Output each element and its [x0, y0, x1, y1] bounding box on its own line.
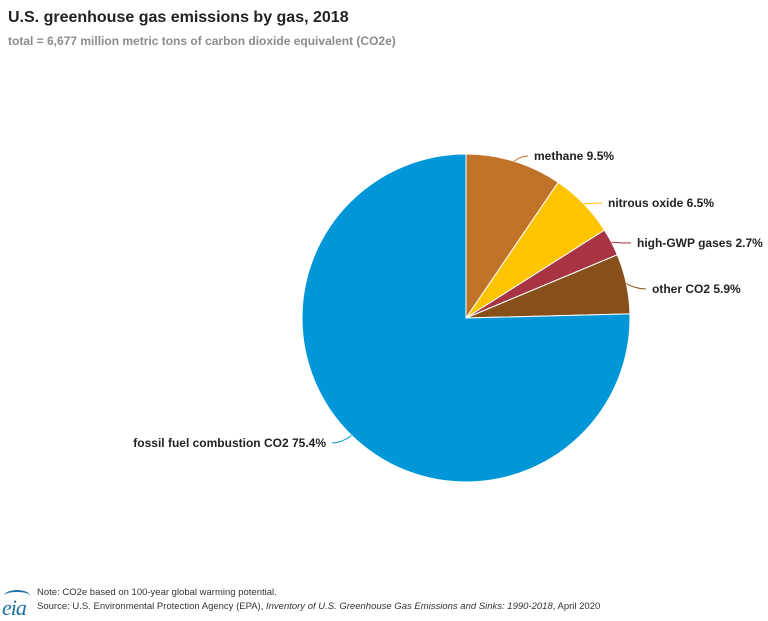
- slice-label: high-GWP gases 2.7%: [637, 236, 763, 250]
- source-prefix: Source: U.S. Environmental Protection Ag…: [37, 601, 266, 612]
- slice-label: methane 9.5%: [534, 149, 614, 163]
- slice-connector: [626, 284, 646, 289]
- eia-logo: eia: [2, 595, 26, 621]
- slice-label: other CO2 5.9%: [652, 282, 741, 296]
- slice-label: fossil fuel combustion CO2 75.4%: [133, 436, 326, 450]
- source-title: Inventory of U.S. Greenhouse Gas Emissio…: [266, 601, 553, 612]
- source-suffix: , April 2020: [553, 601, 601, 612]
- slice-connector: [611, 242, 631, 243]
- slice-label: nitrous oxide 6.5%: [608, 196, 714, 210]
- pie-chart: methane 9.5% nitrous oxide 6.5% high-GWP g…: [0, 0, 768, 582]
- footer-source: Source: U.S. Environmental Protection Ag…: [37, 601, 600, 612]
- footer-note: Note: CO2e based on 100-year global warm…: [37, 587, 277, 598]
- slice-connector: [514, 156, 528, 161]
- slice-connector: [584, 203, 602, 204]
- slice-connector: [332, 435, 352, 443]
- footer: eia Note: CO2e based on 100-year global …: [0, 582, 768, 615]
